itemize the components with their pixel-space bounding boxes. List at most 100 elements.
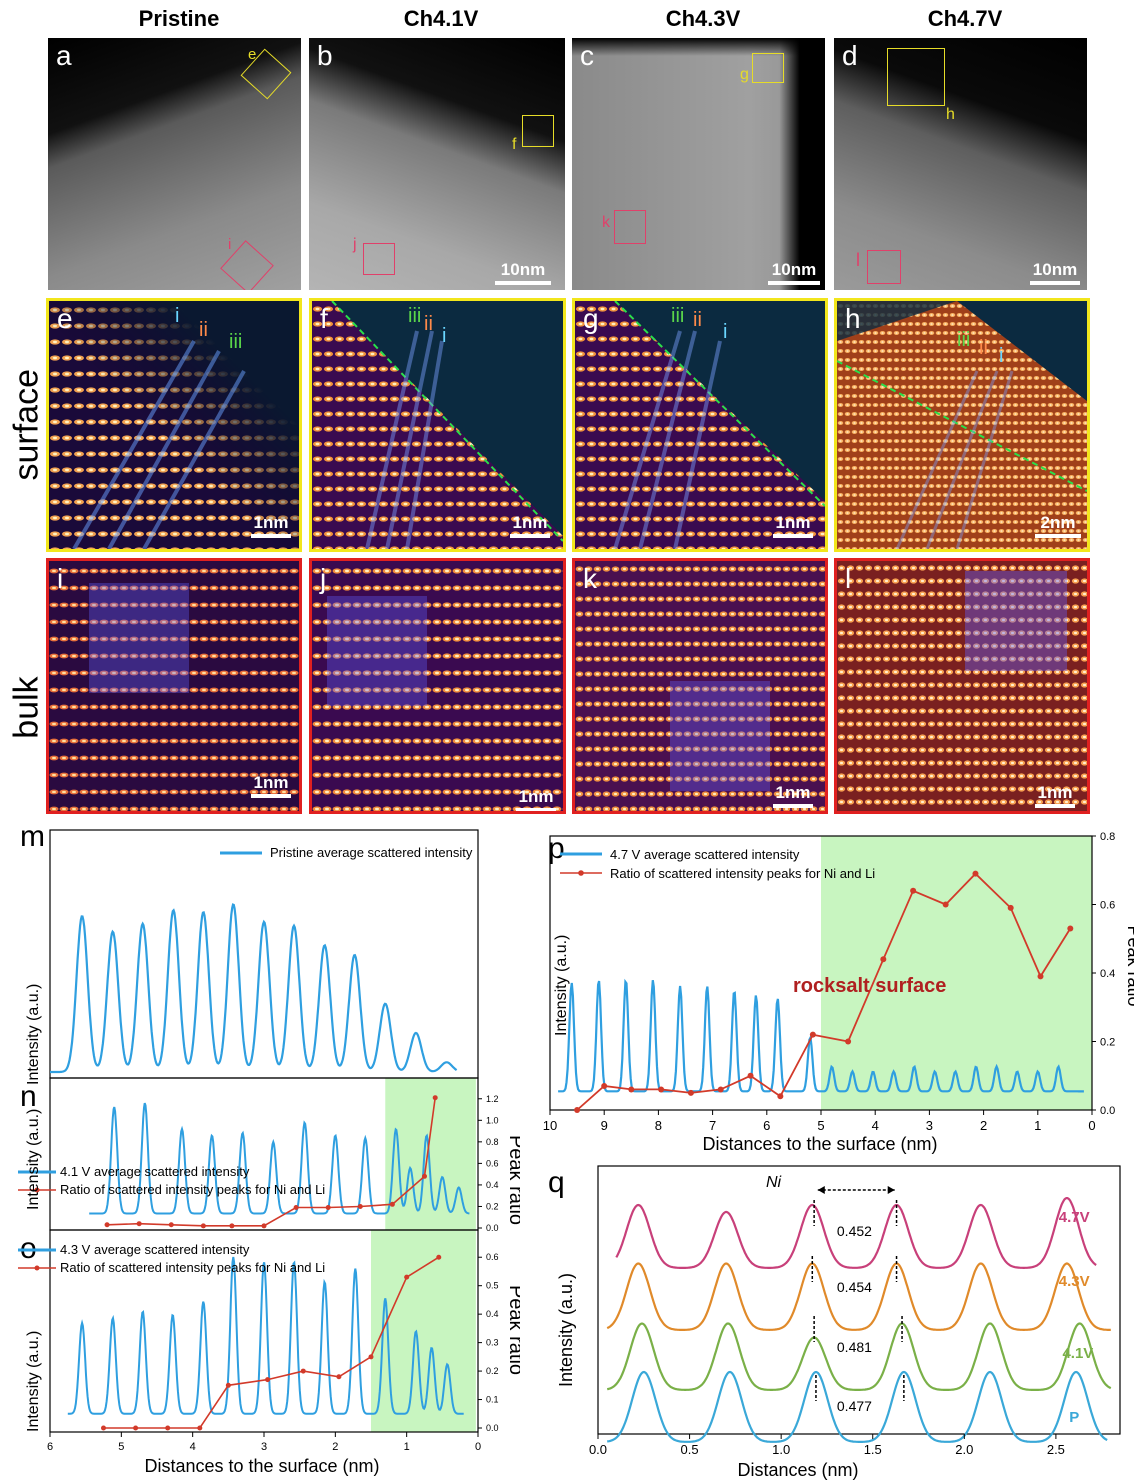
spacing-label-P: 0.477	[837, 1398, 872, 1414]
box-label-f: f	[512, 136, 517, 153]
stem-panel-b: b f j 10nm	[309, 38, 565, 290]
legend-m: Pristine average scattered intensity	[270, 845, 473, 860]
x-tick-q: 1.0	[772, 1442, 790, 1457]
y2-tick-p: 0.0	[1100, 1105, 1115, 1117]
marker-iii: iii	[957, 329, 971, 351]
y2label-n: Peak ratio	[505, 1135, 520, 1225]
ylabel-q: Intensity (a.u.)	[556, 1273, 576, 1387]
scale-bar: 1nm	[773, 513, 813, 538]
panel-label: f	[320, 303, 328, 334]
frame-q	[597, 1165, 1121, 1435]
x-tick-p: 2	[980, 1118, 987, 1133]
x-tick-p: 9	[601, 1118, 608, 1133]
chart-q: 0.452 4.7V 0.454 4.3V 0.481 4.1V 0.477 P 0.0 0.5 1…	[556, 1165, 1121, 1480]
y2-tick-p: 0.6	[1100, 900, 1115, 912]
marker-i: i	[442, 325, 447, 347]
column-title-ch41v: Ch4.1V	[403, 6, 479, 31]
surface-panel-e: e i ii iii 1nm	[46, 298, 302, 552]
series-n-ratio	[107, 1097, 436, 1227]
ratio-point-p	[942, 901, 949, 908]
series-q-P	[606, 1370, 1108, 1443]
x-tick-p: 10	[543, 1118, 557, 1133]
x-tick-p: 7	[709, 1118, 716, 1133]
region-box-l	[867, 250, 901, 284]
bulk-panel-k: k 1nm	[572, 558, 828, 814]
ratio-point-o	[436, 1254, 442, 1260]
marker-i: i	[175, 305, 180, 327]
x-tick-p: 6	[763, 1118, 770, 1133]
x-tick-p: 5	[817, 1118, 824, 1133]
y2-tick-n: 1.2	[486, 1094, 499, 1104]
ratio-point-o	[101, 1425, 106, 1431]
scale-bar: 1nm	[1035, 783, 1075, 808]
ratio-point-n	[261, 1223, 267, 1229]
ratio-point-p	[628, 1086, 635, 1093]
ratio-point-o	[404, 1274, 410, 1280]
surface-panel-h: h iii ii i 2nm	[834, 298, 1090, 552]
ratio-point-p	[574, 1107, 581, 1113]
x-tick-p: 3	[926, 1118, 933, 1133]
ratio-point-n	[293, 1205, 299, 1211]
series-label-4.7V: 4.7V	[1059, 1209, 1090, 1226]
region-box-h	[887, 48, 945, 106]
region-box-g	[752, 53, 784, 83]
y2-tick-p: 0.4	[1100, 968, 1115, 980]
panel-label-n: n	[20, 1080, 37, 1113]
chart-p: 0.00.20.40.60.810 9 8 7 6 5 4 3 2 1 0 4.7 V averag…	[543, 831, 1134, 1154]
ratio-point-n	[168, 1222, 174, 1228]
ratio-point-p	[601, 1083, 608, 1090]
y2-tick-n: 0.8	[486, 1137, 499, 1147]
x-tick-q: 1.5	[864, 1442, 882, 1457]
row-label-surface: surface	[7, 369, 46, 481]
x-tick-o: 0	[475, 1441, 481, 1453]
shade-p	[821, 836, 1092, 1110]
panel-label: l	[845, 563, 852, 594]
scale-bar: 1nm	[251, 513, 291, 538]
legend-p-1: Ratio of scattered intensity peaks for N…	[610, 866, 875, 881]
y2label-p: Peak ratio	[1124, 925, 1134, 1006]
series-n-intensity	[89, 1102, 470, 1215]
panel-label: b	[317, 40, 333, 71]
ratio-point-p	[777, 1093, 784, 1100]
y2-tick-n: 0.6	[486, 1158, 499, 1168]
panel-label-q: q	[548, 1166, 565, 1199]
scale-bar: 2nm	[1035, 513, 1081, 538]
ratio-point-p	[717, 1086, 724, 1093]
stem-dark-top	[572, 38, 825, 56]
series-o-intensity	[67, 1256, 464, 1415]
x-tick-p: 1	[1034, 1118, 1041, 1133]
ratio-point-p	[687, 1089, 694, 1096]
ratio-point-p	[880, 956, 887, 963]
atom-lattice	[312, 561, 563, 811]
x-tick-q: 2.0	[955, 1442, 973, 1457]
x-tick-o: 5	[118, 1441, 124, 1453]
x-tick-p: 0	[1088, 1118, 1095, 1133]
ylabel-o: Intensity (a.u.)	[25, 1331, 42, 1432]
x-tick-o: 2	[332, 1441, 338, 1453]
marker-ii: ii	[199, 319, 208, 341]
x-tick-o: 1	[404, 1441, 410, 1453]
y2-tick-n: 0.2	[486, 1201, 499, 1211]
stem-panel-a: a e i	[48, 38, 301, 290]
series-label-4.3V: 4.3V	[1059, 1273, 1090, 1290]
bulk-panel-j: j 1nm	[309, 558, 566, 814]
atom-lattice	[837, 561, 1087, 811]
frame-m	[49, 829, 479, 1079]
atom-lattice	[312, 301, 563, 549]
y2-tick-o: 0.0	[486, 1423, 499, 1433]
legend-n-0: 4.1 V average scattered intensity	[60, 1164, 250, 1179]
ratio-point-p	[809, 1031, 816, 1038]
x-tick-q: 0.0	[589, 1442, 607, 1457]
legend-p-0: 4.7 V average scattered intensity	[610, 847, 800, 862]
arrow-head-left	[817, 1186, 825, 1194]
marker-ii: ii	[693, 309, 702, 331]
y2-tick-n: 0.4	[486, 1180, 499, 1190]
legend-o-0: 4.3 V average scattered intensity	[60, 1242, 250, 1257]
x-tick-p: 4	[872, 1118, 879, 1133]
ratio-point-n	[357, 1203, 363, 1209]
ratio-point-n	[432, 1095, 438, 1101]
region-box-j	[363, 243, 395, 275]
atom-lattice	[49, 301, 299, 549]
box-label-h: h	[946, 106, 955, 123]
marker-iii: iii	[229, 331, 243, 353]
